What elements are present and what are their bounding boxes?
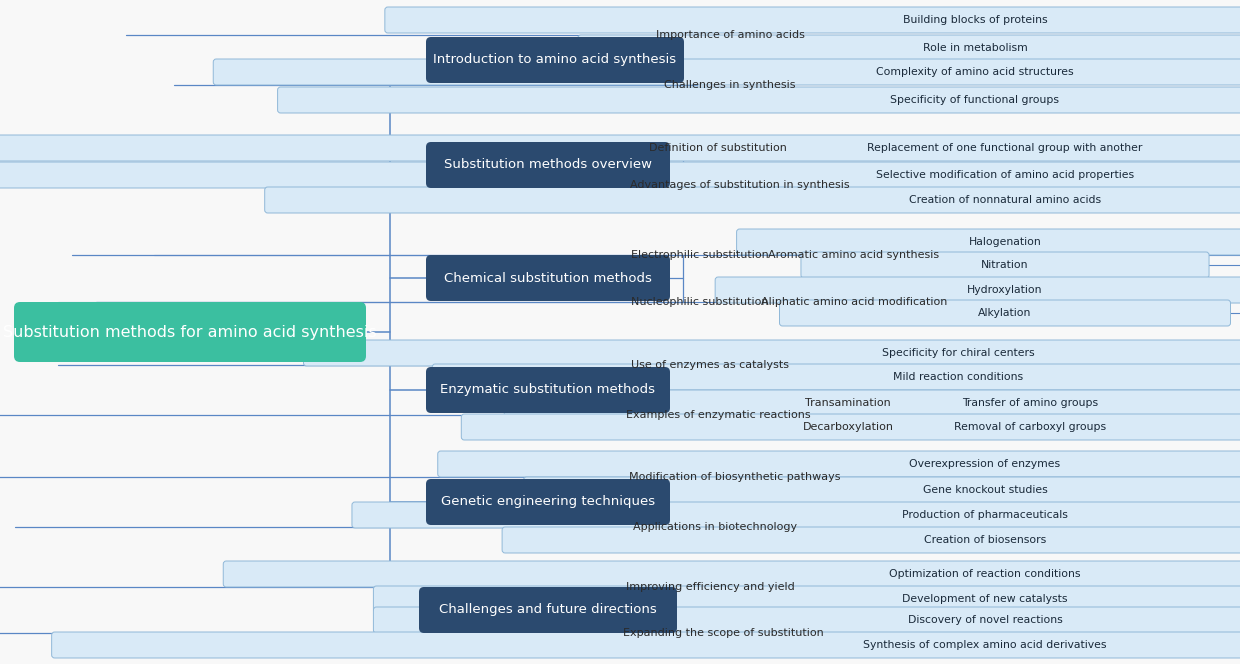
- FancyBboxPatch shape: [523, 477, 1240, 503]
- Text: Nitration: Nitration: [981, 260, 1029, 270]
- FancyBboxPatch shape: [52, 632, 1240, 658]
- Text: Use of enzymes as catalysts: Use of enzymes as catalysts: [631, 360, 789, 370]
- FancyBboxPatch shape: [801, 252, 1209, 278]
- Text: Substitution methods overview: Substitution methods overview: [444, 159, 652, 171]
- FancyBboxPatch shape: [352, 502, 1240, 528]
- Text: Challenges and future directions: Challenges and future directions: [439, 604, 657, 616]
- Text: Specificity for chiral centers: Specificity for chiral centers: [882, 348, 1034, 358]
- FancyBboxPatch shape: [304, 340, 1240, 366]
- Text: Electrophilic substitution: Electrophilic substitution: [631, 250, 769, 260]
- Text: Selective modification of amino acid properties: Selective modification of amino acid pro…: [875, 170, 1135, 180]
- FancyBboxPatch shape: [427, 37, 684, 83]
- Text: Transfer of amino groups: Transfer of amino groups: [962, 398, 1099, 408]
- FancyBboxPatch shape: [0, 135, 1240, 161]
- Text: Role in metabolism: Role in metabolism: [923, 43, 1028, 53]
- Text: Introduction to amino acid synthesis: Introduction to amino acid synthesis: [434, 54, 677, 66]
- Text: Nucleophilic substitution: Nucleophilic substitution: [631, 297, 769, 307]
- Text: Replacement of one functional group with another: Replacement of one functional group with…: [867, 143, 1143, 153]
- Text: Modification of biosynthetic pathways: Modification of biosynthetic pathways: [629, 472, 841, 482]
- FancyBboxPatch shape: [715, 277, 1240, 303]
- Text: Aliphatic amino acid modification: Aliphatic amino acid modification: [761, 297, 947, 307]
- Text: Gene knockout studies: Gene knockout studies: [923, 485, 1048, 495]
- Text: Expanding the scope of substitution: Expanding the scope of substitution: [622, 628, 823, 638]
- Text: Creation of nonnatural amino acids: Creation of nonnatural amino acids: [909, 195, 1101, 205]
- FancyBboxPatch shape: [780, 300, 1230, 326]
- Text: Optimization of reaction conditions: Optimization of reaction conditions: [889, 569, 1081, 579]
- Text: Hydroxylation: Hydroxylation: [967, 285, 1043, 295]
- Text: Substitution methods for amino acid synthesis: Substitution methods for amino acid synt…: [4, 325, 377, 339]
- Text: Overexpression of enzymes: Overexpression of enzymes: [909, 459, 1060, 469]
- Text: Aromatic amino acid synthesis: Aromatic amino acid synthesis: [769, 250, 940, 260]
- FancyBboxPatch shape: [427, 255, 670, 301]
- Text: Importance of amino acids: Importance of amino acids: [656, 30, 805, 40]
- FancyBboxPatch shape: [578, 35, 1240, 61]
- FancyBboxPatch shape: [427, 142, 670, 188]
- Text: Improving efficiency and yield: Improving efficiency and yield: [626, 582, 795, 592]
- FancyBboxPatch shape: [264, 187, 1240, 213]
- Text: Examples of enzymatic reactions: Examples of enzymatic reactions: [626, 410, 810, 420]
- FancyBboxPatch shape: [213, 59, 1240, 85]
- Text: Challenges in synthesis: Challenges in synthesis: [665, 80, 796, 90]
- FancyBboxPatch shape: [438, 451, 1240, 477]
- Text: Production of pharmaceuticals: Production of pharmaceuticals: [901, 510, 1068, 520]
- FancyBboxPatch shape: [419, 587, 677, 633]
- Text: Advantages of substitution in synthesis: Advantages of substitution in synthesis: [630, 180, 849, 190]
- Text: Synthesis of complex amino acid derivatives: Synthesis of complex amino acid derivati…: [863, 640, 1107, 650]
- FancyBboxPatch shape: [427, 479, 670, 525]
- FancyBboxPatch shape: [502, 527, 1240, 553]
- Text: Discovery of novel reactions: Discovery of novel reactions: [908, 615, 1063, 625]
- FancyBboxPatch shape: [737, 229, 1240, 255]
- FancyBboxPatch shape: [14, 302, 366, 362]
- FancyBboxPatch shape: [505, 390, 1240, 416]
- Text: Development of new catalysts: Development of new catalysts: [903, 594, 1068, 604]
- FancyBboxPatch shape: [223, 561, 1240, 587]
- FancyBboxPatch shape: [427, 367, 670, 413]
- Text: Applications in biotechnology: Applications in biotechnology: [632, 522, 797, 532]
- Text: Decarboxylation: Decarboxylation: [802, 422, 894, 432]
- Text: Mild reaction conditions: Mild reaction conditions: [893, 372, 1023, 382]
- FancyBboxPatch shape: [461, 414, 1240, 440]
- FancyBboxPatch shape: [433, 364, 1240, 390]
- Text: Enzymatic substitution methods: Enzymatic substitution methods: [440, 384, 656, 396]
- Text: Creation of biosensors: Creation of biosensors: [924, 535, 1047, 545]
- Text: Genetic engineering techniques: Genetic engineering techniques: [441, 495, 655, 509]
- FancyBboxPatch shape: [384, 7, 1240, 33]
- Text: Building blocks of proteins: Building blocks of proteins: [903, 15, 1048, 25]
- FancyBboxPatch shape: [0, 162, 1240, 188]
- Text: Definition of substitution: Definition of substitution: [649, 143, 787, 153]
- FancyBboxPatch shape: [278, 87, 1240, 113]
- Text: Removal of carboxyl groups: Removal of carboxyl groups: [954, 422, 1106, 432]
- Text: Halogenation: Halogenation: [968, 237, 1042, 247]
- FancyBboxPatch shape: [373, 586, 1240, 612]
- Text: Transamination: Transamination: [805, 398, 890, 408]
- Text: Alkylation: Alkylation: [978, 308, 1032, 318]
- FancyBboxPatch shape: [373, 607, 1240, 633]
- Text: Chemical substitution methods: Chemical substitution methods: [444, 272, 652, 284]
- Text: Specificity of functional groups: Specificity of functional groups: [890, 95, 1059, 105]
- Text: Complexity of amino acid structures: Complexity of amino acid structures: [877, 67, 1074, 77]
